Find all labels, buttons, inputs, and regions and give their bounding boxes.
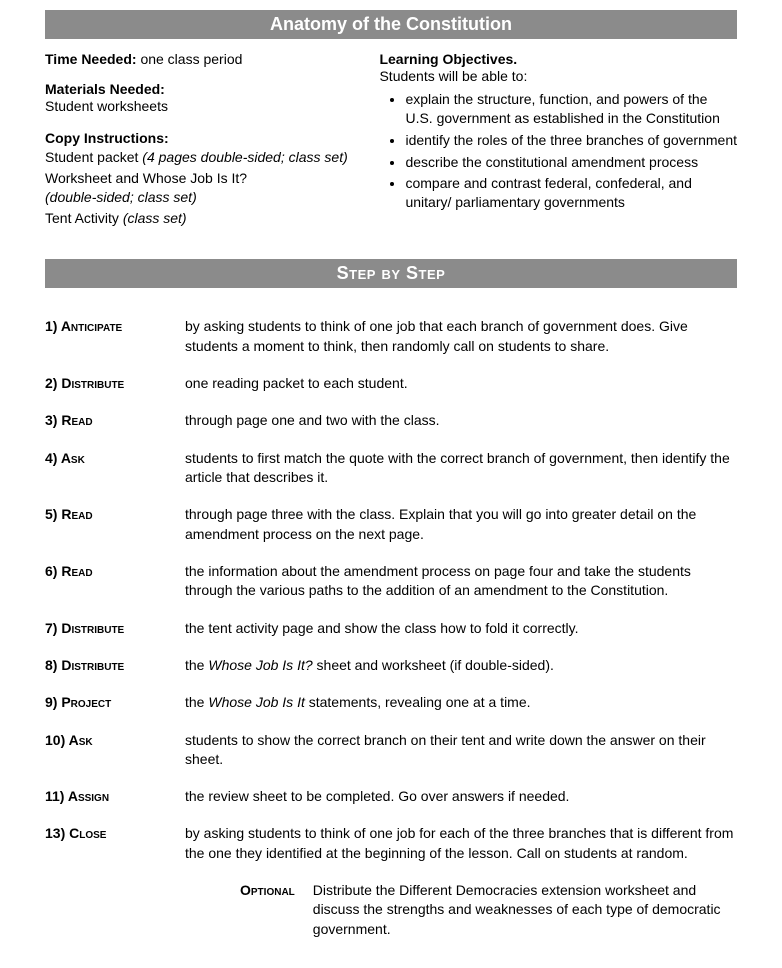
steps-table: 1) Anticipate by asking students to thin… [45,308,737,948]
copy2-prefix: Worksheet and Whose Job Is It? [45,170,247,186]
optional-text: Distribute the Different Democracies ext… [313,881,737,939]
step-label: 13) Close [45,815,185,872]
step-row: 10) Ask students to show the correct bra… [45,722,737,779]
copy3-prefix: Tent Activity [45,210,123,226]
materials-block: Materials Needed: Student worksheets [45,81,349,116]
step-body: by asking students to think of one job t… [185,308,737,365]
optional-label: Optional [240,881,313,939]
step-body: the Whose Job Is It statements, revealin… [185,684,737,721]
step-row: 3) Read through page one and two with th… [45,402,737,439]
step-row: 4) Ask students to first match the quote… [45,440,737,497]
step-row: 6) Read the information about the amendm… [45,553,737,610]
copy2-italic: (double-sided; class set) [45,189,197,205]
optional-row: Optional Distribute the Different Democr… [45,872,737,948]
objective-item: identify the roles of the three branches… [405,131,737,150]
step-label: 6) Read [45,553,185,610]
copy-line-3: Tent Activity (class set) [45,209,349,228]
materials-value: Student worksheets [45,97,349,116]
step-row: 2) Distribute one reading packet to each… [45,365,737,402]
step-label: 9) Project [45,684,185,721]
step-body: through page one and two with the class. [185,402,737,439]
step-pre: the [185,657,208,673]
copy-label: Copy Instructions: [45,130,349,146]
step-body: students to first match the quote with t… [185,440,737,497]
step-body: students to show the correct branch on t… [185,722,737,779]
step-row: 1) Anticipate by asking students to thin… [45,308,737,365]
time-needed-label: Time Needed: [45,51,137,67]
step-row: 7) Distribute the tent activity page and… [45,610,737,647]
step-body: the Whose Job Is It? sheet and worksheet… [185,647,737,684]
copy-line-1: Student packet (4 pages double-sided; cl… [45,148,349,167]
copy-line-2: Worksheet and Whose Job Is It? (double-s… [45,169,349,207]
step-body: the review sheet to be completed. Go ove… [185,778,737,815]
step-label: 8) Distribute [45,647,185,684]
step-row: 9) Project the Whose Job Is It statement… [45,684,737,721]
step-by-step-bar: Step by Step [45,259,737,288]
step-label: 11) Assign [45,778,185,815]
objective-item: explain the structure, function, and pow… [405,90,737,128]
objectives-list: explain the structure, function, and pow… [379,90,737,212]
step-label: 4) Ask [45,440,185,497]
step-label: 1) Anticipate [45,308,185,365]
copy3-italic: (class set) [123,210,187,226]
right-column: Learning Objectives. Students will be ab… [379,51,737,241]
optional-cell: Optional Distribute the Different Democr… [185,872,737,948]
step-label: 7) Distribute [45,610,185,647]
title-bar: Anatomy of the Constitution [45,10,737,39]
objective-item: compare and contrast federal, confederal… [405,174,737,212]
step-body: the tent activity page and show the clas… [185,610,737,647]
materials-label: Materials Needed: [45,81,349,97]
step-pre: the [185,694,208,710]
step-body: the information about the amendment proc… [185,553,737,610]
objectives-label: Learning Objectives. [379,51,737,67]
step-row: 13) Close by asking students to think of… [45,815,737,872]
step-row: 5) Read through page three with the clas… [45,496,737,553]
objective-item: describe the constitutional amendment pr… [405,153,737,172]
step-label: 2) Distribute [45,365,185,402]
step-body: by asking students to think of one job f… [185,815,737,872]
lesson-plan-page: Anatomy of the Constitution Time Needed:… [0,0,782,968]
time-needed-value-text: one class period [140,51,242,67]
time-needed-block: Time Needed: one class period [45,51,349,67]
step-italic: Whose Job Is It? [208,657,312,673]
step-body: one reading packet to each student. [185,365,737,402]
step-row: 8) Distribute the Whose Job Is It? sheet… [45,647,737,684]
copy1-italic: (4 pages double-sided; class set) [142,149,347,165]
step-post: sheet and worksheet (if double-sided). [313,657,554,673]
objectives-intro: Students will be able to: [379,67,737,86]
step-post: statements, revealing one at a time. [305,694,531,710]
left-column: Time Needed: one class period Materials … [45,51,349,241]
step-label: 3) Read [45,402,185,439]
copy-instructions-block: Copy Instructions: Student packet (4 pag… [45,130,349,228]
step-row: 11) Assign the review sheet to be comple… [45,778,737,815]
step-body: through page three with the class. Expla… [185,496,737,553]
copy1-prefix: Student packet [45,149,142,165]
header-grid: Time Needed: one class period Materials … [45,51,737,241]
step-italic: Whose Job Is It [208,694,304,710]
step-label: 10) Ask [45,722,185,779]
step-label: 5) Read [45,496,185,553]
